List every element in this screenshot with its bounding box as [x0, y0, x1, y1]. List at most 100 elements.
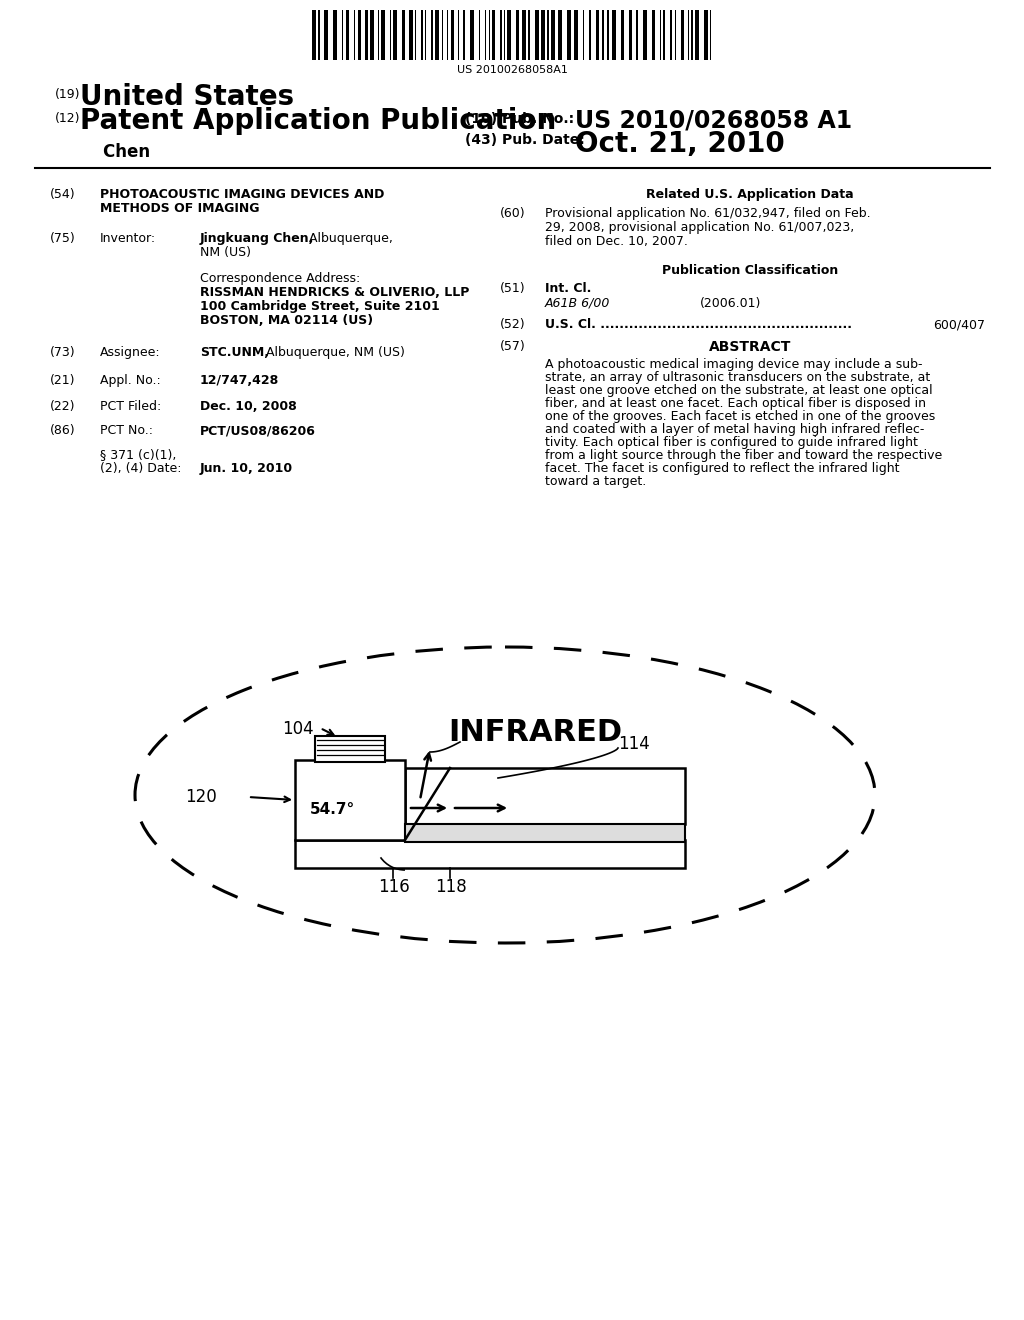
Text: Correspondence Address:: Correspondence Address: — [200, 272, 360, 285]
Text: A61B 6/00: A61B 6/00 — [545, 297, 610, 310]
Bar — [463, 11, 465, 59]
Bar — [381, 11, 385, 59]
Text: (19): (19) — [55, 88, 81, 102]
Bar — [629, 11, 632, 59]
Bar — [602, 11, 604, 59]
Text: (57): (57) — [500, 341, 525, 352]
Text: 54.7°: 54.7° — [310, 803, 355, 817]
Text: (43) Pub. Date:: (43) Pub. Date: — [465, 133, 585, 147]
Bar — [652, 11, 655, 59]
Text: Provisional application No. 61/032,947, filed on Feb.: Provisional application No. 61/032,947, … — [545, 207, 870, 220]
Text: PCT/US08/86206: PCT/US08/86206 — [200, 424, 315, 437]
Bar — [574, 11, 578, 59]
Bar — [318, 11, 319, 59]
Text: filed on Dec. 10, 2007.: filed on Dec. 10, 2007. — [545, 235, 688, 248]
Text: § 371 (c)(1),: § 371 (c)(1), — [100, 447, 176, 461]
Bar — [691, 11, 693, 59]
Text: (12): (12) — [55, 112, 81, 125]
Text: 100 Cambridge Street, Suite 2101: 100 Cambridge Street, Suite 2101 — [200, 300, 439, 313]
Bar — [315, 737, 385, 762]
Text: Appl. No.:: Appl. No.: — [100, 374, 161, 387]
Text: (2006.01): (2006.01) — [700, 297, 762, 310]
Text: from a light source through the fiber and toward the respective: from a light source through the fiber an… — [545, 449, 942, 462]
Text: Patent Application Publication: Patent Application Publication — [80, 107, 556, 135]
Text: toward a target.: toward a target. — [545, 475, 646, 488]
Text: and coated with a layer of metal having high infrared reflec-: and coated with a layer of metal having … — [545, 422, 925, 436]
Bar — [547, 11, 549, 59]
Bar — [681, 11, 684, 59]
Text: 600/407: 600/407 — [933, 318, 985, 331]
Text: Albuquerque,: Albuquerque, — [305, 232, 393, 246]
Text: 114: 114 — [618, 735, 650, 752]
Text: US 2010/0268058 A1: US 2010/0268058 A1 — [575, 108, 852, 132]
Text: fiber, and at least one facet. Each optical fiber is disposed in: fiber, and at least one facet. Each opti… — [545, 397, 926, 411]
Bar — [522, 11, 526, 59]
Text: (51): (51) — [500, 282, 525, 294]
Text: (52): (52) — [500, 318, 525, 331]
Bar — [451, 11, 454, 59]
Bar — [516, 11, 519, 59]
Text: facet. The facet is configured to reflect the infrared light: facet. The facet is configured to reflec… — [545, 462, 899, 475]
Text: Dec. 10, 2008: Dec. 10, 2008 — [200, 400, 297, 413]
Text: US 20100268058A1: US 20100268058A1 — [457, 65, 567, 75]
Bar — [365, 11, 368, 59]
Bar — [643, 11, 647, 59]
Text: (73): (73) — [50, 346, 76, 359]
Text: PCT No.:: PCT No.: — [100, 424, 153, 437]
Bar — [393, 11, 397, 59]
Text: Jingkuang Chen,: Jingkuang Chen, — [200, 232, 314, 246]
Bar — [421, 11, 423, 59]
Bar — [435, 11, 439, 59]
Bar — [528, 11, 530, 59]
Bar — [370, 11, 374, 59]
Bar — [295, 760, 406, 840]
Text: Chen: Chen — [80, 143, 151, 161]
Bar — [333, 11, 337, 59]
Text: (2), (4) Date:: (2), (4) Date: — [100, 462, 181, 475]
Bar — [312, 11, 316, 59]
Bar — [589, 11, 591, 59]
Bar — [358, 11, 361, 59]
Bar — [695, 11, 699, 59]
Bar — [500, 11, 502, 59]
Text: (22): (22) — [50, 400, 76, 413]
Text: INFRARED: INFRARED — [449, 718, 623, 747]
Text: (60): (60) — [500, 207, 525, 220]
Text: NM (US): NM (US) — [200, 246, 251, 259]
Bar — [621, 11, 624, 59]
Text: United States: United States — [80, 83, 294, 111]
Text: Oct. 21, 2010: Oct. 21, 2010 — [575, 129, 784, 158]
Bar — [507, 11, 511, 59]
Text: Related U.S. Application Data: Related U.S. Application Data — [646, 187, 854, 201]
Bar — [551, 11, 555, 59]
Text: (86): (86) — [50, 424, 76, 437]
Bar — [541, 11, 545, 59]
Bar — [705, 11, 708, 59]
Bar — [663, 11, 665, 59]
Text: RISSMAN HENDRICKS & OLIVERIO, LLP: RISSMAN HENDRICKS & OLIVERIO, LLP — [200, 286, 469, 300]
Text: 29, 2008, provisional application No. 61/007,023,: 29, 2008, provisional application No. 61… — [545, 220, 854, 234]
Text: (21): (21) — [50, 374, 76, 387]
Bar — [409, 11, 413, 59]
Bar — [607, 11, 609, 59]
Bar — [431, 11, 433, 59]
Text: PHOTOACOUSTIC IMAGING DEVICES AND: PHOTOACOUSTIC IMAGING DEVICES AND — [100, 187, 384, 201]
Text: A photoacoustic medical imaging device may include a sub-: A photoacoustic medical imaging device m… — [545, 358, 923, 371]
Text: PCT Filed:: PCT Filed: — [100, 400, 161, 413]
Text: (75): (75) — [50, 232, 76, 246]
Bar — [406, 824, 685, 842]
Bar — [402, 11, 406, 59]
Text: 116: 116 — [378, 878, 410, 896]
Bar — [567, 11, 571, 59]
Text: 118: 118 — [435, 878, 467, 896]
Text: Int. Cl.: Int. Cl. — [545, 282, 592, 294]
Text: Inventor:: Inventor: — [100, 232, 156, 246]
Text: Publication Classification: Publication Classification — [662, 264, 838, 277]
Text: METHODS OF IMAGING: METHODS OF IMAGING — [100, 202, 259, 215]
Text: 12/747,428: 12/747,428 — [200, 374, 280, 387]
Bar — [558, 11, 562, 59]
Bar — [295, 840, 685, 869]
Text: Jun. 10, 2010: Jun. 10, 2010 — [200, 462, 293, 475]
Text: 104: 104 — [282, 719, 313, 738]
Bar — [596, 11, 599, 59]
